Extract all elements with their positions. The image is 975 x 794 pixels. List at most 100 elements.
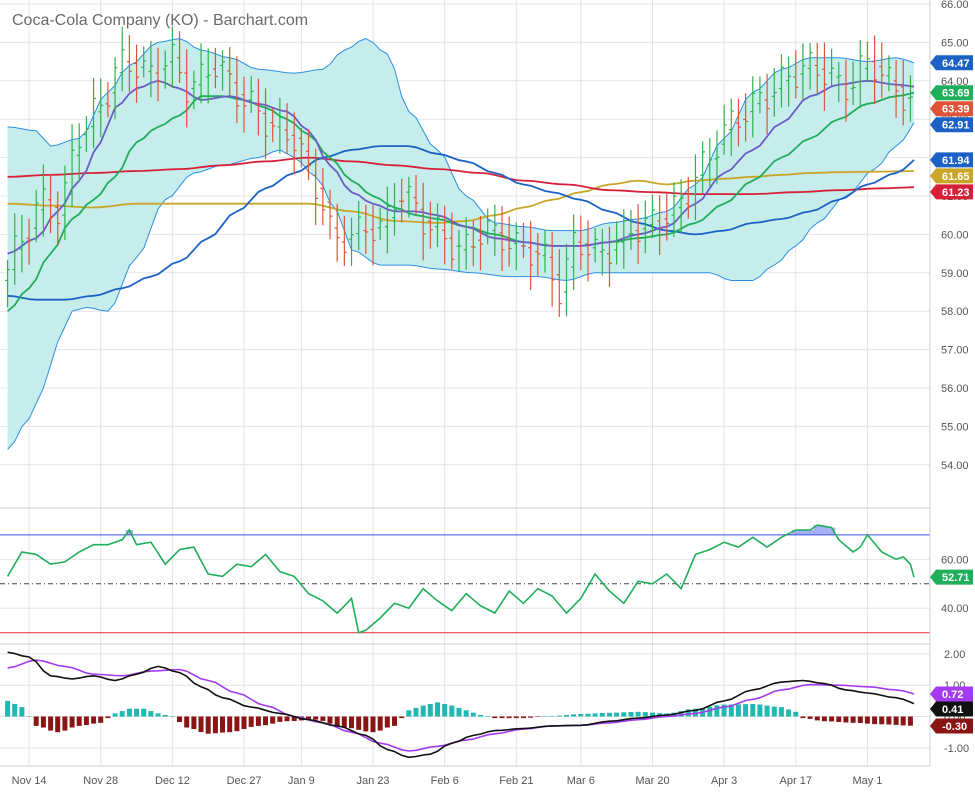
x-tick-label: Nov 28 [83,775,118,787]
ohlc-bar [556,249,562,317]
ohlc-bar [606,226,612,287]
macd-histogram-bar [141,708,147,717]
ohlc-bar [829,48,835,86]
ohlc-bar [119,26,125,92]
last-value-badge: 63.69 [930,85,973,101]
ohlc-bar [843,59,849,122]
price-pane[interactable] [5,26,915,450]
last-value-label: -0.30 [942,721,967,733]
macd-histogram-bar [886,716,892,725]
macd-histogram-bar [707,706,713,717]
macd-histogram-bar [728,704,734,717]
macd-histogram-bar [26,716,32,717]
last-value-badge: 62.91 [930,117,973,133]
x-tick-label: Dec 12 [155,775,190,787]
ma-red-line [7,156,915,195]
macd-histogram-bar [829,716,835,722]
rsi-overbought-fill [125,525,836,535]
chart-title: Coca-Cola Company (KO) - Barchart.com [12,12,308,29]
macd-histogram-bar [764,705,770,717]
x-tick-label: Apr 17 [780,775,812,787]
macd-histogram-bar [377,716,383,731]
macd-histogram-bar [91,716,97,724]
macd-histogram-bar [62,716,68,731]
ohlc-bar [786,56,792,107]
ohlc-bar [664,193,670,241]
x-tick-label: Mar 20 [635,775,669,787]
ohlc-bar [291,112,297,175]
macd-histogram-bar [112,713,118,717]
macd-histogram-bar [692,708,698,717]
macd-histogram-bar [126,708,132,717]
price-tick-label: 60.00 [941,229,969,241]
macd-histogram-bar [184,716,190,728]
ohlc-bar [69,123,75,207]
macd-histogram-bar [778,707,784,717]
ohlc-bar [320,168,326,226]
ohlc-bar [48,173,54,234]
macd-histogram-bar [263,716,268,726]
ohlc-bar [793,50,799,99]
ohlc-bar [585,220,591,282]
macd-histogram-bar [162,715,168,717]
macd-histogram-bar [535,716,541,717]
macd-histogram-bar [227,716,233,733]
macd-histogram-bar [370,716,376,733]
macd-histogram-bar [685,709,691,717]
ohlc-bar [814,42,820,94]
price-tick-label: 54.00 [941,460,969,472]
ohlc-bar [413,175,419,215]
ohlc-bar [614,221,620,265]
ohlc-bar [571,214,577,290]
ohlc-bar [26,218,32,265]
rsi-pane[interactable] [0,524,930,634]
macd-signal-line [7,659,915,752]
macd-histogram-bar [786,709,792,717]
macd-histogram-bar [270,716,276,724]
macd-histogram-bar [5,700,11,717]
macd-histogram-bar [907,716,913,726]
macd-histogram-bar [234,716,240,732]
macd-histogram-bar [621,712,627,717]
ohlc-bar [542,229,548,273]
macd-tick-label: 2.00 [944,649,965,661]
last-value-badge: 52.71 [930,569,973,585]
x-tick-label: Mar 6 [567,775,595,787]
x-tick-label: Jan 23 [357,775,390,787]
macd-histogram-bar [384,716,390,728]
ohlc-bar [685,177,691,219]
macd-histogram-bar [872,716,878,725]
macd-histogram-bar [492,716,498,719]
macd-histogram-bar [793,711,799,717]
last-value-label: 61.94 [942,155,970,167]
macd-histogram-bar [241,716,247,729]
ohlc-bar [191,70,197,110]
macd-histogram-bar [879,716,885,725]
ma-gold-line [7,170,915,224]
ohlc-bar [234,56,240,124]
macd-histogram-bar [33,716,39,726]
ohlc-bar [506,216,512,267]
ohlc-bar [592,228,598,263]
ohlc-bar [463,217,469,270]
macd-histogram-bar [205,716,211,734]
macd-histogram-bar [542,716,548,717]
macd-histogram-bar [721,704,727,717]
ohlc-bar [284,103,290,154]
macd-histogram-bar [284,716,290,722]
macd-histogram-bar [836,716,842,722]
macd-histogram-bar [564,715,569,717]
ohlc-bar [893,60,899,118]
macd-histogram-bar [571,714,577,717]
ohlc-bar [836,62,842,102]
macd-histogram-bar [392,716,397,726]
macd-histogram-bar [528,716,534,718]
macd-histogram-bar [55,716,61,733]
ohlc-bar [621,209,627,269]
macd-histogram-bar [177,716,182,722]
ohlc-bar [657,195,663,256]
macd-histogram-bar [463,710,469,717]
ohlc-bar [735,98,741,147]
macd-pane[interactable] [5,651,915,759]
